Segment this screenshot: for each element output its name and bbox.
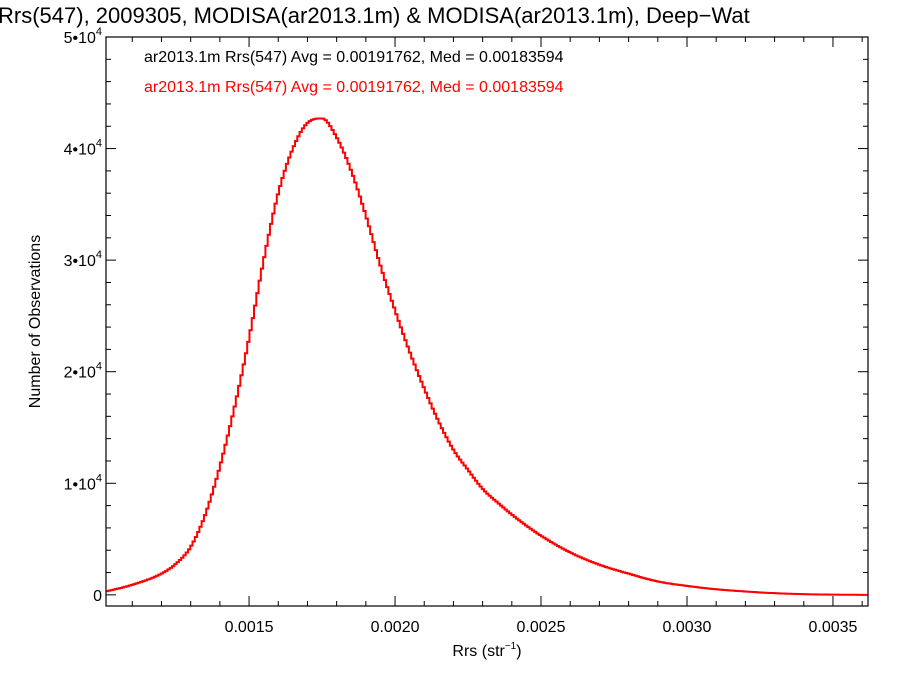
x-tick-label: 0.0020	[371, 619, 420, 636]
y-tick-label: 1•104	[64, 472, 102, 493]
series-layer	[106, 117, 868, 596]
y-axis-ticks: 0 1•104 2•104 3•104 4•104 5•104	[64, 26, 868, 605]
y-tick-label: 0	[93, 588, 102, 605]
chart-title: Rrs(547), 2009305, MODISA(ar2013.1m) & M…	[0, 3, 750, 28]
series-line	[106, 117, 868, 596]
x-tick-label: 0.0035	[808, 619, 857, 636]
legend-entry: ar2013.1m Rrs(547) Avg = 0.00191762, Med…	[144, 79, 564, 96]
x-axis-label: Rrs (str−1)	[452, 641, 521, 660]
legend: ar2013.1m Rrs(547) Avg = 0.00191762, Med…	[144, 49, 564, 96]
x-axis-ticks: 0.0015 0.0020 0.0025 0.0030 0.0035	[131, 37, 863, 636]
y-tick-label: 3•104	[64, 249, 102, 270]
x-tick-label: 0.0030	[663, 619, 712, 636]
y-tick-label: 5•104	[64, 26, 102, 47]
y-axis-label: Number of Observations	[27, 235, 44, 408]
y-tick-label: 2•104	[64, 361, 102, 382]
x-tick-label: 0.0015	[225, 619, 274, 636]
x-tick-label: 0.0025	[517, 619, 566, 636]
plot-frame	[105, 36, 869, 607]
y-tick-label: 4•104	[64, 138, 102, 159]
legend-entry: ar2013.1m Rrs(547) Avg = 0.00191762, Med…	[144, 49, 564, 66]
